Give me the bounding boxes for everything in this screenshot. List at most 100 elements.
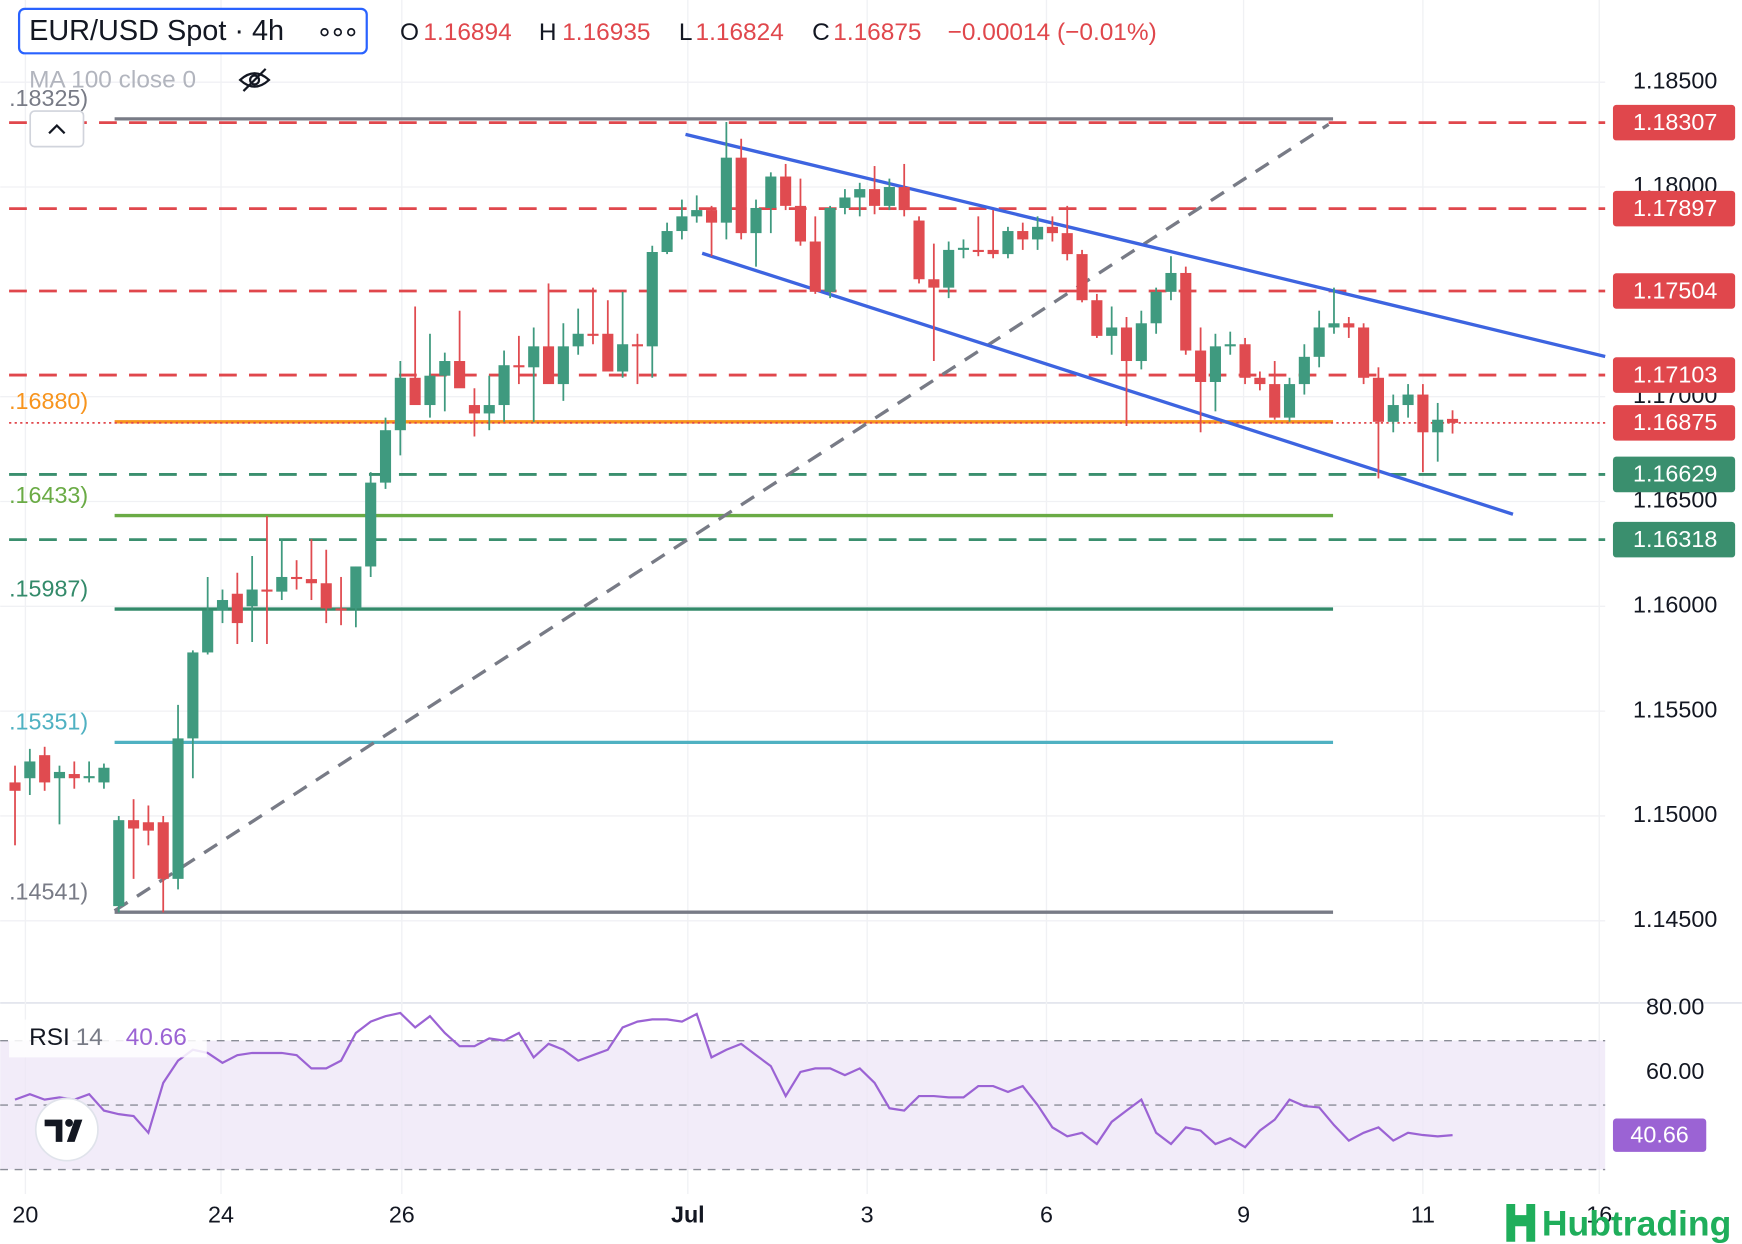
- candle-body: [1061, 233, 1073, 255]
- ohlc-key: O: [400, 19, 419, 46]
- candle-body: [1417, 394, 1429, 433]
- x-tick-label: 26: [389, 1201, 415, 1227]
- channel-upper: [685, 132, 1606, 359]
- y-tick-label: 1.14500: [1633, 906, 1717, 932]
- menu-dot: [333, 28, 343, 37]
- candle-body: [424, 375, 436, 406]
- ohlc-value: 1.16824: [696, 19, 784, 46]
- candle-body: [720, 157, 732, 223]
- candle-body: [1017, 231, 1029, 240]
- ohlc-value: 1.16875: [833, 19, 921, 46]
- candle-body: [735, 157, 747, 234]
- candle-body: [957, 247, 970, 250]
- candle-body: [113, 820, 125, 907]
- rsi-value: 40.66: [126, 1024, 187, 1051]
- candle-body: [1002, 231, 1014, 255]
- rsi-title: RSI: [29, 1024, 70, 1051]
- candle-body: [483, 405, 495, 414]
- watermark-icon: [1506, 1204, 1536, 1242]
- candle-body: [83, 776, 95, 779]
- candle-body: [276, 576, 288, 592]
- candle-body: [646, 252, 658, 347]
- level-badge-label: 1.17504: [1633, 277, 1717, 303]
- rsi-badge-label: 40.66: [1630, 1121, 1688, 1147]
- tv-logo: [44, 1119, 83, 1142]
- candle-body: [350, 566, 362, 609]
- candle-body: [498, 365, 510, 406]
- ohlc-key: H: [539, 19, 557, 46]
- level-badge-label: 1.16629: [1633, 461, 1717, 487]
- candle-body: [98, 767, 110, 783]
- level-badge: [1612, 104, 1736, 141]
- x-tick-label: 24: [208, 1201, 234, 1227]
- indicator-label: MA 100 close 0: [29, 67, 196, 94]
- level-badge-label: 1.16318: [1633, 526, 1717, 552]
- collapse-button[interactable]: [29, 110, 85, 148]
- candle-body: [1269, 384, 1281, 418]
- candle-body: [765, 176, 777, 208]
- candle-body: [1076, 254, 1088, 301]
- candle-body: [379, 430, 392, 483]
- candle-body: [750, 207, 762, 234]
- candle-body: [542, 346, 555, 385]
- candle-body: [1195, 350, 1207, 382]
- candle-body: [602, 333, 614, 372]
- candle-body: [691, 210, 703, 217]
- level-badge: [1612, 456, 1736, 493]
- candle-body: [468, 405, 480, 414]
- candle-body: [1091, 300, 1103, 336]
- change-value: −0.00014 (−0.01%): [948, 19, 1157, 46]
- candle-body: [291, 576, 303, 580]
- x-tick-label: 9: [1237, 1201, 1250, 1227]
- last-price-label: 1.16875: [1633, 409, 1717, 435]
- candle-body: [1283, 384, 1296, 418]
- last-price-badge: [1612, 405, 1736, 441]
- level-badge-label: 1.17897: [1633, 195, 1717, 221]
- candle-body: [1358, 327, 1370, 378]
- candle-body: [661, 231, 673, 253]
- candle-body: [439, 361, 451, 376]
- candle-body: [928, 279, 940, 288]
- candle-body: [53, 771, 66, 779]
- trend-diagonal: [113, 123, 1330, 913]
- candles-layer: [9, 122, 1459, 913]
- candle-body: [943, 249, 955, 288]
- candle-body: [1135, 323, 1147, 362]
- candle-body: [854, 189, 866, 198]
- hide-icon[interactable]: [238, 68, 271, 92]
- x-tick-label: 16: [1586, 1201, 1612, 1227]
- candle-body: [794, 205, 807, 242]
- x-tick-label: Jul: [671, 1201, 705, 1227]
- candle-body: [1120, 327, 1133, 362]
- candle-body: [809, 241, 821, 292]
- candle-body: [9, 782, 21, 791]
- candle-body: [1239, 344, 1251, 378]
- y-tick-label: 1.18500: [1633, 67, 1717, 93]
- candle-body: [824, 207, 836, 292]
- fib-label: .18325): [9, 85, 88, 111]
- candle-body: [1313, 327, 1325, 357]
- candle-body: [1150, 291, 1162, 324]
- x-tick-label: 11: [1411, 1201, 1435, 1227]
- candle-body: [705, 210, 718, 223]
- y-tick-label: 1.16000: [1633, 591, 1717, 617]
- candle-body: [246, 589, 258, 607]
- candle-body: [972, 249, 984, 253]
- candle-body: [528, 346, 540, 368]
- candle-body: [572, 333, 584, 347]
- candle-body: [839, 197, 851, 208]
- eye-pupil: [249, 74, 261, 86]
- x-tick-label: 3: [861, 1201, 874, 1227]
- candle-body: [202, 610, 214, 653]
- menu-dot: [347, 28, 356, 37]
- candle-body: [365, 482, 377, 567]
- tv-logo-dot: [65, 1119, 73, 1127]
- candle-body: [1046, 226, 1058, 234]
- symbol-box[interactable]: [17, 7, 368, 55]
- candle-body: [631, 344, 644, 347]
- fib-label: .16433): [9, 482, 88, 508]
- candle-body: [898, 187, 910, 211]
- candle-body: [1298, 356, 1310, 385]
- rsi-tick-label: 80.00: [1646, 994, 1704, 1020]
